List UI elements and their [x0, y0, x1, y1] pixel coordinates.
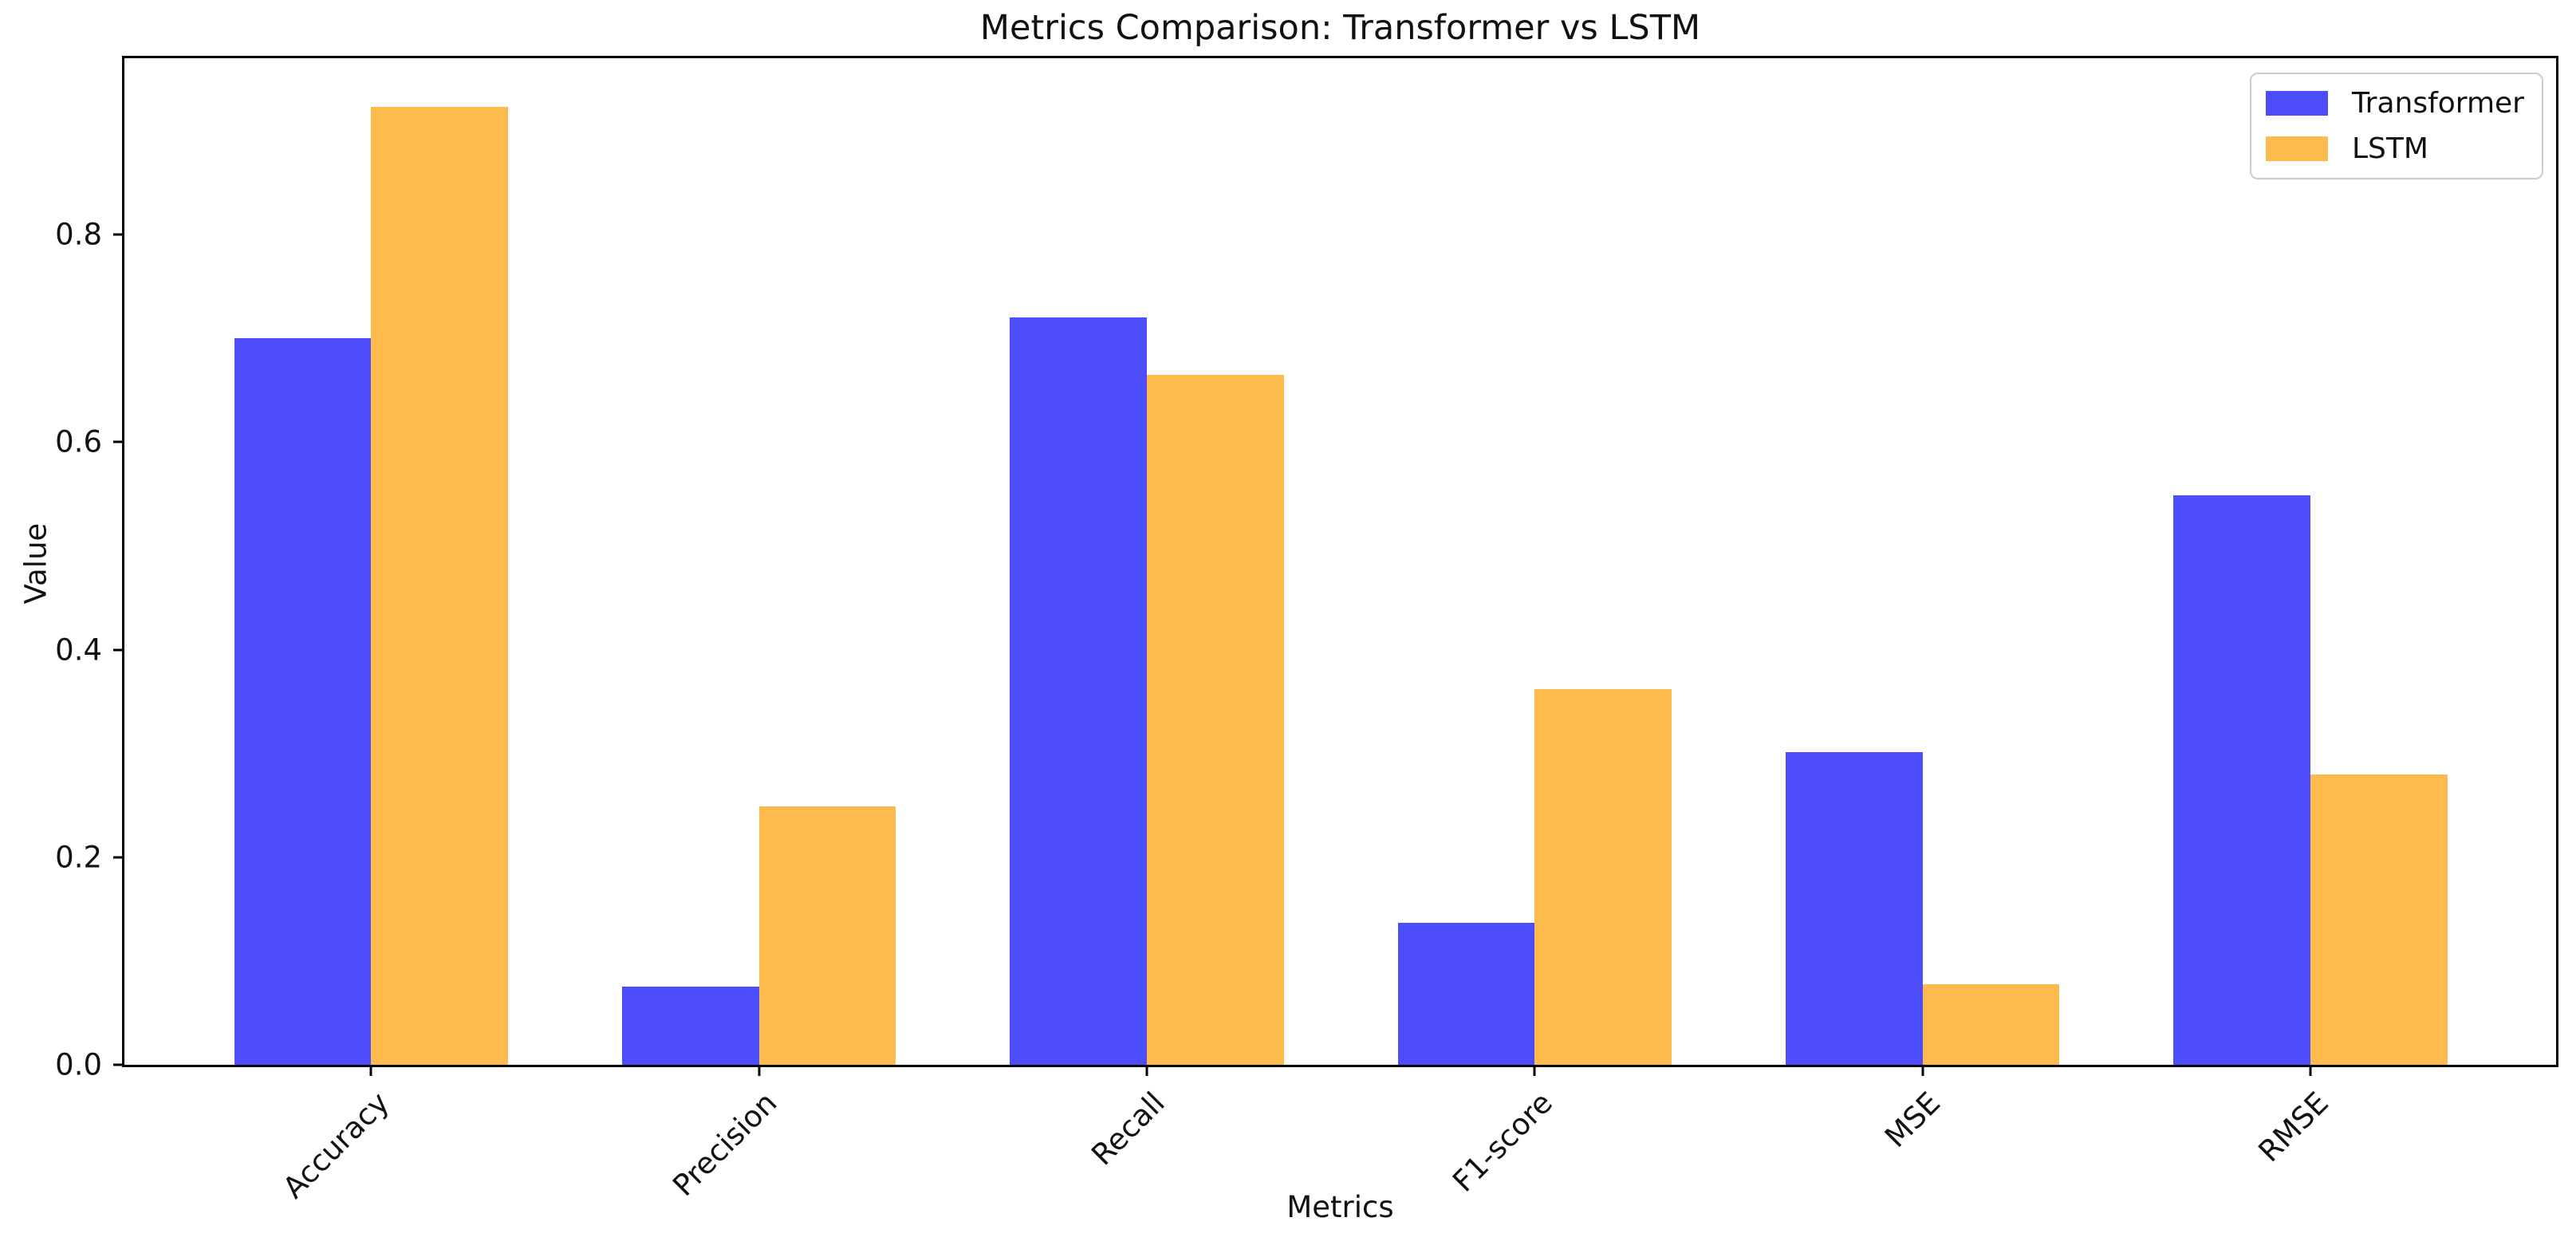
y-tick-label: 0.8 [55, 217, 102, 252]
x-tick-mark [1145, 1065, 1148, 1076]
bar-transformer-rmse [2173, 495, 2311, 1065]
x-tick-mark [758, 1065, 761, 1076]
x-tick-label-accuracy: Accuracy [276, 1086, 396, 1205]
y-tick-mark [113, 233, 124, 236]
bar-lstm-accuracy [371, 107, 509, 1065]
y-tick-label: 0.0 [55, 1047, 102, 1082]
x-tick-label-precision: Precision [666, 1086, 784, 1204]
legend-label-transformer: Transformer [2351, 87, 2524, 120]
legend-swatch-lstm [2265, 136, 2328, 161]
x-tick-mark [1533, 1065, 1536, 1076]
y-tick-label: 0.6 [55, 424, 102, 459]
bar-transformer-precision [622, 987, 759, 1065]
y-tick-mark [113, 648, 124, 652]
y-tick-mark [113, 1063, 124, 1066]
bar-transformer-accuracy [234, 338, 372, 1065]
legend-item-transformer: Transformer [2265, 87, 2524, 120]
y-tick-mark [113, 440, 124, 443]
bar-lstm-mse [1922, 983, 2060, 1065]
bar-lstm-recall [1147, 374, 1284, 1065]
x-tick-label-mse: MSE [1878, 1086, 1948, 1155]
y-tick-label: 0.2 [55, 840, 102, 875]
bar-transformer-mse [1786, 752, 1923, 1065]
bar-lstm-rmse [2310, 774, 2448, 1065]
legend: Transformer LSTM [2249, 73, 2543, 179]
x-tick-label-rmse: RMSE [2251, 1086, 2335, 1169]
y-tick-label: 0.4 [55, 632, 102, 668]
x-tick-label-recall: Recall [1085, 1086, 1172, 1172]
bar-transformer-recall [1010, 317, 1148, 1065]
legend-item-lstm: LSTM [2265, 132, 2524, 165]
x-tick-mark [369, 1065, 372, 1076]
legend-items: Transformer LSTM [2265, 87, 2524, 165]
x-tick-mark [1921, 1065, 1924, 1076]
bar-lstm-f1-score [1534, 689, 1672, 1065]
plot-area: 0.0 0.2 0.4 0.6 0.8 Accuracy Precision Recall F… [55, 56, 2558, 1205]
x-axis-title: Metrics [1286, 1190, 1394, 1224]
y-tick-mark [113, 856, 124, 859]
bar-lstm-precision [758, 806, 896, 1065]
y-axis-title: Value [18, 522, 53, 605]
chart-title: Metrics Comparison: Transformer vs LSTM [979, 8, 1701, 48]
legend-label-lstm: LSTM [2351, 132, 2428, 165]
legend-swatch-transformer [2265, 91, 2328, 116]
bar-transformer-f1-score [1397, 922, 1535, 1065]
x-tick-mark [2309, 1065, 2312, 1076]
x-tick-label-f1-score: F1-score [1445, 1086, 1559, 1199]
